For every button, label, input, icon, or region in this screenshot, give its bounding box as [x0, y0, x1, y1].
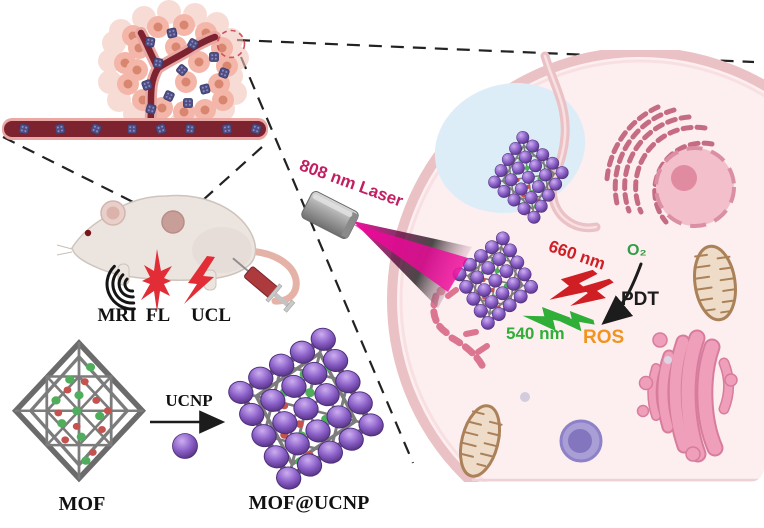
mri-label: MRI [97, 305, 137, 326]
nucleolus [671, 165, 697, 191]
ucnp-sphere [172, 433, 198, 459]
mouse-tumor-bump [161, 210, 185, 234]
tumor-mass [98, 0, 249, 136]
ros-label: ROS [583, 327, 625, 348]
cancer-cell [387, 50, 764, 482]
golgi-apparatus [636, 329, 738, 463]
rough-er [604, 104, 715, 225]
ucl-bolt-icon [184, 256, 215, 304]
nucleus [654, 146, 736, 228]
mitochondrion-right [693, 244, 737, 322]
laser-device-icon [301, 191, 360, 239]
fl-label: FL [145, 305, 171, 326]
green-emission-bolts-icon [522, 306, 595, 332]
oxygen-label: O₂ [627, 242, 647, 259]
mof-label: MOF [58, 493, 106, 515]
laser-beam [353, 221, 472, 308]
ucl-label: UCL [190, 305, 232, 326]
mri-waves-icon [105, 264, 136, 311]
gray-dot [520, 392, 530, 402]
red-emission-bolts-icon [549, 269, 614, 306]
mof-ucnp-label: MOF@UCNP [248, 492, 370, 514]
fl-starburst-icon [141, 249, 172, 312]
ucnp-label: UCNP [165, 391, 213, 410]
mouse-eye [84, 229, 92, 237]
lysosome [559, 419, 603, 463]
blood-vessel [2, 118, 268, 140]
er-fragments [430, 287, 490, 373]
mof-structure [16, 343, 143, 478]
pdt-label: PDT [621, 289, 659, 310]
mof-ucnp-structure [209, 309, 403, 507]
mitochondrion-bottom [458, 404, 503, 478]
mouse-tail [243, 247, 300, 305]
gray-dot-small [664, 356, 672, 364]
pdt-arrow [601, 262, 643, 325]
syringe-icon [232, 257, 296, 313]
zoom-source-cell-ring [216, 29, 246, 59]
emission-540-label: 540 nm [506, 324, 565, 343]
